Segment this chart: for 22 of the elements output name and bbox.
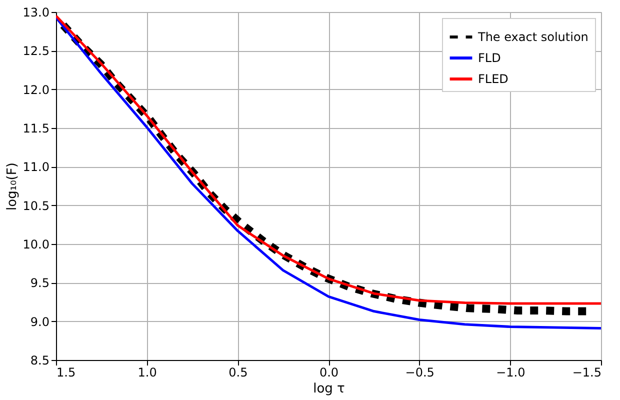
x-tick-label: 0.0 [319,366,339,380]
legend-label: FLED [478,72,508,86]
y-tick-label: 12.5 [22,44,50,58]
y-tick-label: 9.0 [30,314,50,329]
x-tick-label: 1.5 [56,366,76,380]
y-tick-label: 12.0 [22,82,50,97]
x-tick-label: −1.5 [572,366,602,380]
y-tick-label: 11.0 [22,160,50,174]
y-tick-label: 11.5 [22,122,50,136]
y-tick-label: 10.5 [22,198,50,213]
legend-label: The exact solution [477,30,588,44]
y-tick-label: 9.5 [30,276,50,290]
legend-label: FLD [478,51,501,65]
y-tick-label: 13.0 [22,6,50,20]
x-tick-label: −1.0 [496,366,526,380]
x-tick-label: 1.0 [138,366,157,380]
x-axis-title: log τ [313,382,346,396]
y-tick-label: 8.5 [30,354,50,368]
y-axis-title: log₁₀(F) [4,162,20,210]
x-tick-label: −0.5 [405,366,434,380]
x-tick-label: 0.5 [228,366,248,380]
y-tick-label: 10.0 [22,238,50,252]
